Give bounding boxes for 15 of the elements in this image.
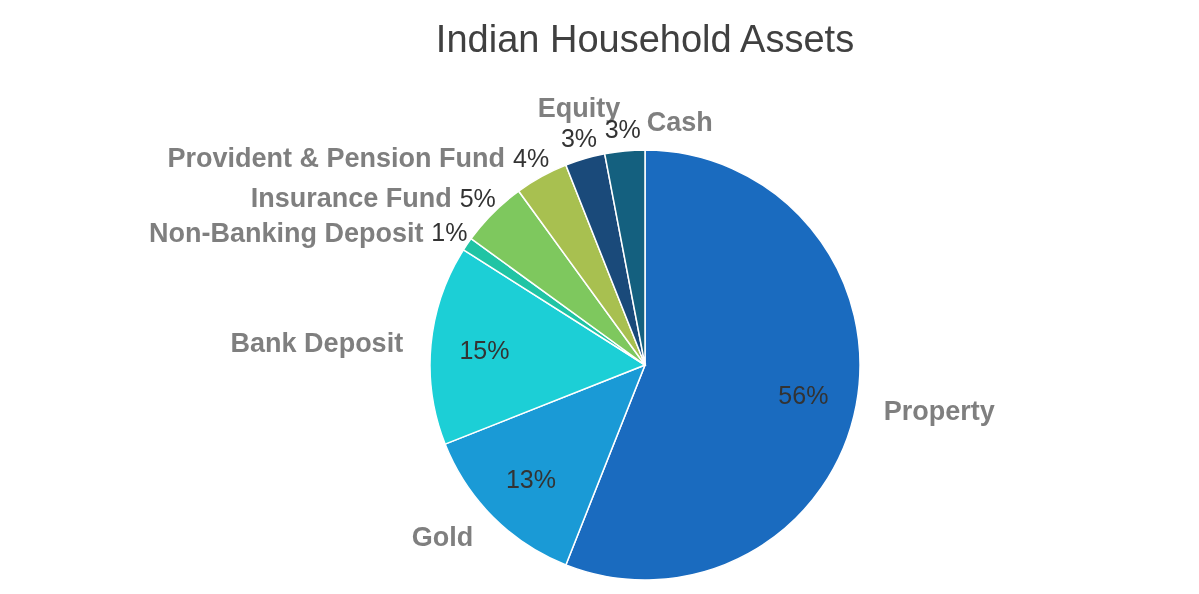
data-label: 15% — [459, 335, 510, 364]
slice-label: Provident & Pension Fund — [167, 143, 506, 174]
chart-title: Indian Household Assets — [435, 18, 855, 60]
slice-label: Gold — [411, 522, 474, 553]
slice-label: Insurance Fund — [250, 183, 452, 214]
data-label: 1% — [431, 217, 468, 246]
data-label: 4% — [512, 143, 550, 172]
slice-label: Bank Deposit — [230, 327, 404, 358]
slice-label: Non-Banking Deposit — [148, 217, 424, 248]
data-label: 56% — [778, 380, 829, 409]
slice-label: Cash — [646, 107, 713, 137]
data-label: 5% — [459, 183, 496, 212]
data-label: 13% — [505, 464, 556, 493]
data-label: 3% — [560, 123, 598, 152]
slice-label: Property — [883, 395, 995, 426]
